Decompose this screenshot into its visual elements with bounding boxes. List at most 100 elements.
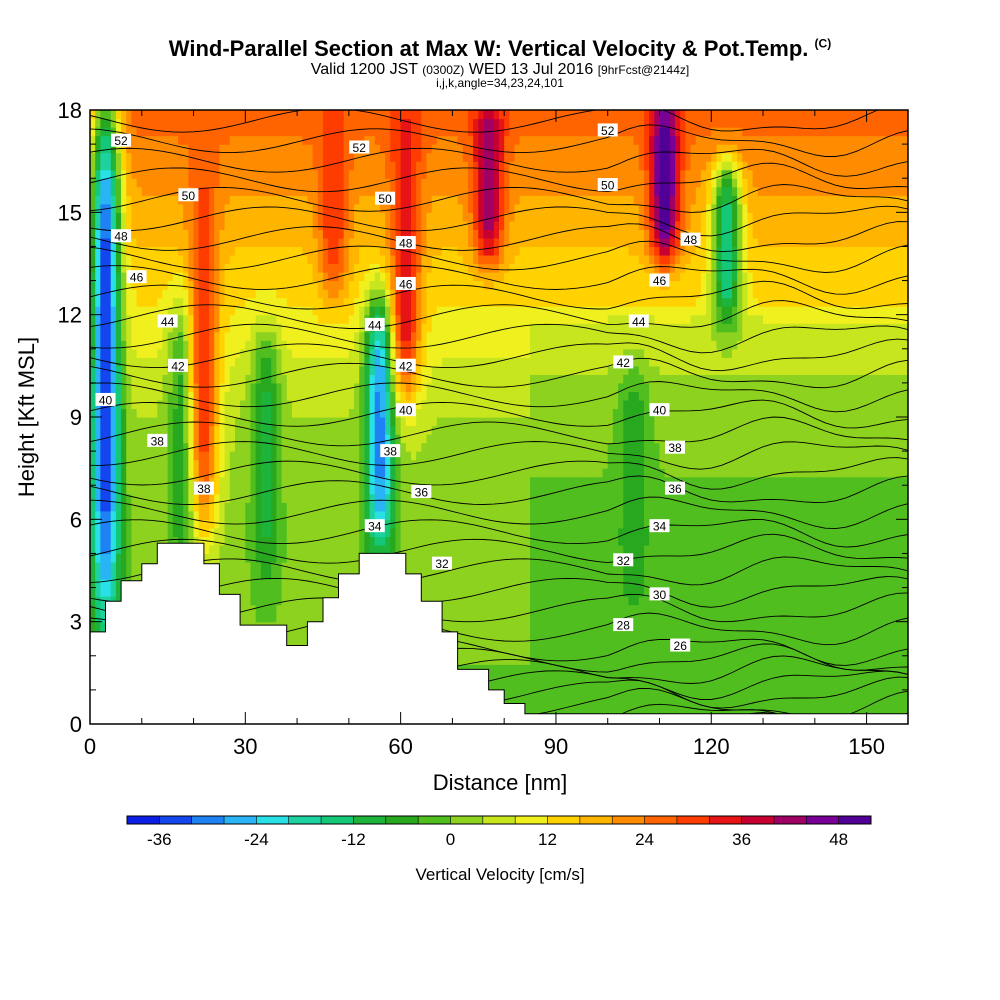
velocity-cell bbox=[183, 502, 189, 512]
velocity-cell bbox=[271, 169, 277, 179]
velocity-cell bbox=[162, 297, 169, 307]
velocity-cell bbox=[431, 476, 438, 486]
velocity-cell bbox=[260, 229, 267, 239]
velocity-cell bbox=[416, 425, 422, 435]
velocity-cell bbox=[281, 382, 288, 393]
velocity-cell bbox=[141, 399, 148, 410]
velocity-cell bbox=[126, 553, 133, 563]
velocity-cell bbox=[105, 135, 112, 145]
velocity-cell bbox=[224, 553, 231, 563]
velocity-cell bbox=[229, 391, 236, 401]
velocity-cell bbox=[390, 510, 397, 520]
velocity-cell bbox=[333, 280, 340, 290]
velocity-cell bbox=[198, 229, 205, 239]
velocity-cell bbox=[167, 195, 174, 205]
velocity-cell bbox=[364, 536, 371, 546]
velocity-cell bbox=[126, 365, 133, 375]
velocity-cell bbox=[400, 314, 407, 324]
velocity-cell bbox=[105, 476, 112, 486]
velocity-cell bbox=[115, 468, 122, 478]
velocity-cell bbox=[385, 527, 391, 537]
velocity-cell bbox=[131, 152, 138, 162]
velocity-cell bbox=[203, 425, 210, 435]
velocity-cell bbox=[198, 186, 205, 196]
velocity-cell bbox=[131, 289, 138, 299]
velocity-cell bbox=[348, 220, 355, 230]
velocity-cell bbox=[426, 220, 433, 230]
velocity-cell bbox=[436, 289, 443, 299]
velocity-cell bbox=[131, 468, 138, 478]
velocity-cell bbox=[297, 613, 303, 623]
velocity-cell bbox=[219, 152, 226, 162]
velocity-cell bbox=[395, 169, 402, 179]
velocity-cell bbox=[209, 536, 215, 546]
velocity-cell bbox=[245, 229, 252, 239]
velocity-cell bbox=[286, 280, 293, 290]
velocity-cell bbox=[338, 468, 345, 478]
velocity-cell bbox=[338, 374, 345, 384]
velocity-cell bbox=[245, 110, 252, 120]
velocity-cell bbox=[219, 365, 226, 375]
velocity-cell bbox=[410, 220, 417, 230]
velocity-cell bbox=[369, 348, 376, 358]
velocity-cell bbox=[297, 408, 303, 418]
velocity-cell bbox=[276, 272, 283, 282]
velocity-cell bbox=[286, 186, 293, 196]
velocity-cell bbox=[110, 203, 117, 213]
velocity-cell bbox=[266, 297, 272, 307]
velocity-cell bbox=[260, 161, 267, 171]
velocity-cell bbox=[245, 613, 252, 623]
velocity-cell bbox=[115, 391, 122, 401]
velocity-cell bbox=[90, 289, 96, 299]
velocity-cell bbox=[291, 110, 298, 120]
velocity-cell bbox=[90, 561, 96, 572]
velocity-cell bbox=[240, 510, 246, 520]
velocity-cell bbox=[126, 442, 133, 452]
velocity-cell bbox=[178, 289, 184, 299]
velocity-cell bbox=[95, 212, 101, 222]
velocity-cell bbox=[255, 263, 262, 273]
velocity-cell bbox=[95, 229, 101, 239]
velocity-cell bbox=[255, 289, 262, 299]
velocity-cell bbox=[193, 178, 200, 188]
velocity-cell bbox=[250, 561, 257, 572]
velocity-cell bbox=[405, 263, 412, 273]
velocity-cell bbox=[229, 527, 236, 537]
velocity-cell bbox=[302, 510, 309, 520]
velocity-cell bbox=[229, 399, 236, 410]
velocity-cell bbox=[250, 135, 257, 145]
velocity-cell bbox=[442, 485, 448, 495]
velocity-cell bbox=[338, 161, 345, 171]
velocity-cell bbox=[348, 280, 355, 290]
velocity-cell bbox=[276, 536, 283, 546]
velocity-cell bbox=[198, 297, 205, 307]
velocity-cell bbox=[291, 527, 298, 537]
velocity-cell bbox=[297, 425, 303, 435]
velocity-cell bbox=[121, 468, 127, 478]
velocity-cell bbox=[146, 297, 153, 307]
velocity-cell bbox=[234, 502, 241, 512]
velocity-cell bbox=[390, 348, 397, 358]
velocity-cell bbox=[400, 306, 407, 316]
velocity-cell bbox=[426, 110, 433, 120]
velocity-cell bbox=[431, 135, 438, 145]
velocity-cell bbox=[266, 561, 272, 572]
velocity-cell bbox=[297, 630, 303, 640]
velocity-cell bbox=[354, 212, 360, 222]
velocity-cell bbox=[291, 630, 298, 640]
velocity-cell bbox=[436, 459, 443, 469]
velocity-cell bbox=[354, 365, 360, 375]
velocity-cell bbox=[369, 476, 376, 486]
velocity-cell bbox=[209, 152, 215, 162]
velocity-cell bbox=[416, 561, 422, 572]
velocity-cell bbox=[193, 476, 200, 486]
velocity-cell bbox=[343, 442, 350, 452]
velocity-cell bbox=[136, 510, 143, 520]
velocity-cell bbox=[100, 604, 107, 614]
velocity-cell bbox=[105, 374, 112, 384]
velocity-cell bbox=[281, 110, 288, 120]
velocity-cell bbox=[250, 178, 257, 188]
velocity-cell bbox=[297, 365, 303, 375]
velocity-cell bbox=[348, 519, 355, 529]
velocity-cell bbox=[364, 544, 371, 555]
